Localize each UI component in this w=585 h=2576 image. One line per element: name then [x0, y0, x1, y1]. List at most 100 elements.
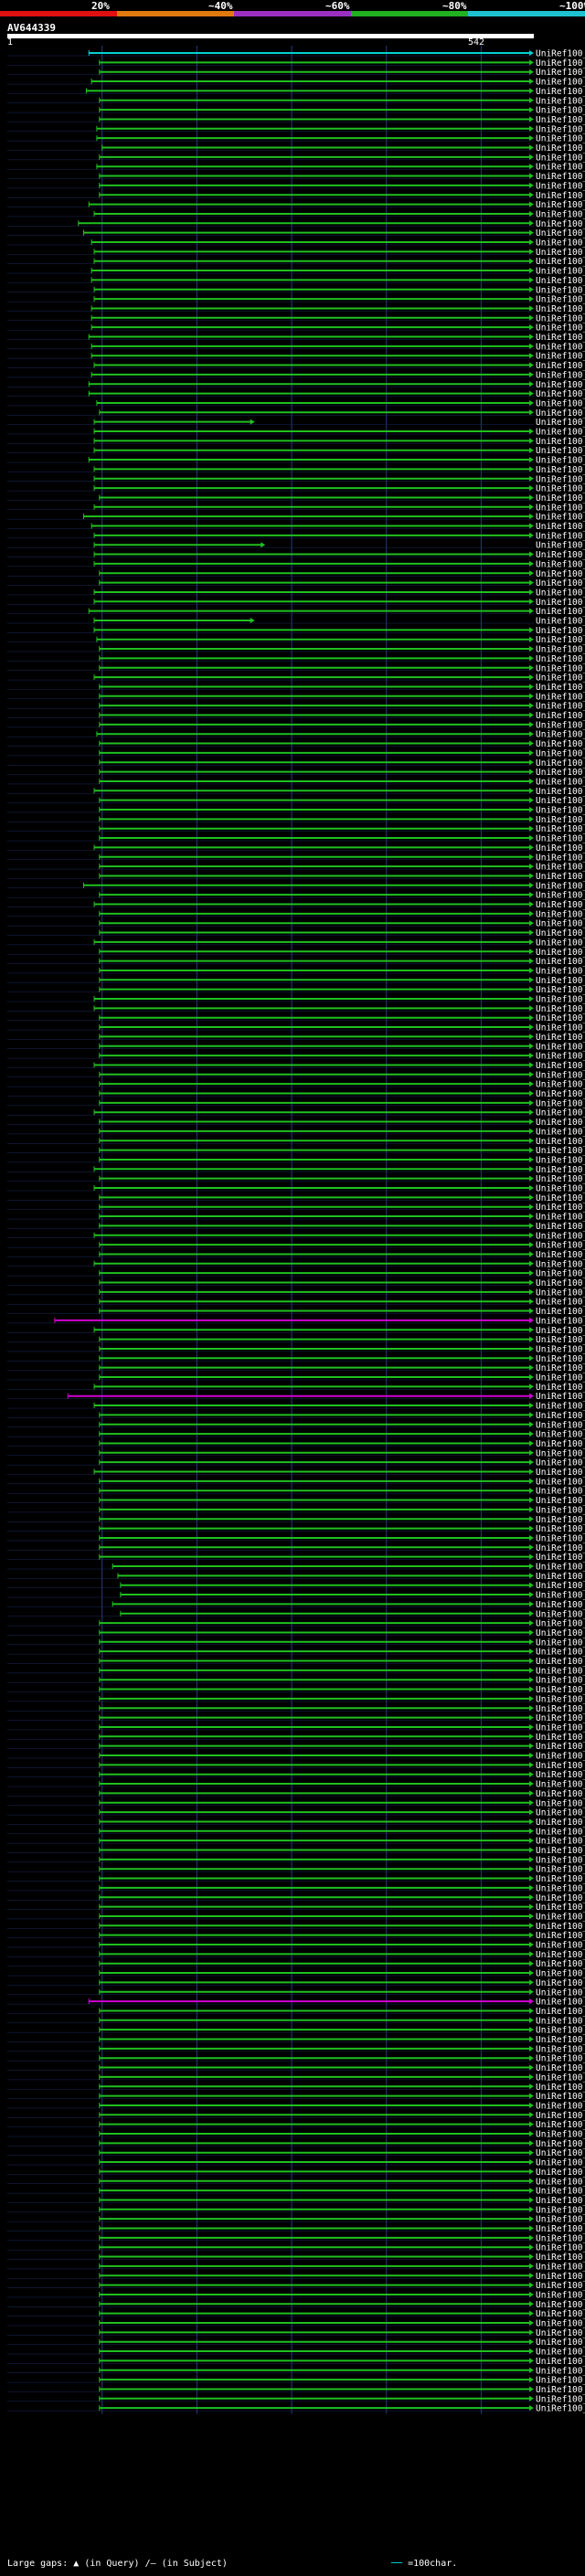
hit-label: UniRef100_A3NCY0	[536, 1222, 585, 1232]
hit-label: UniRef100_Q21DV8	[536, 1978, 585, 1988]
hit-label: UniRef100_UP1000...	[536, 1004, 585, 1014]
hit-end-arrow	[529, 816, 534, 822]
hit-end-arrow	[529, 1043, 534, 1049]
hit-label: UniRef100_Q0U6U3	[536, 124, 585, 134]
hit-end-arrow	[529, 447, 534, 453]
hit-end-arrow	[529, 1525, 534, 1532]
hit-label: UniRef100_UP1000...	[536, 1458, 585, 1468]
hit-end-arrow	[529, 2244, 534, 2251]
hit-label: UniRef100_Q2HG02	[536, 1846, 585, 1856]
hit-end-arrow	[529, 1951, 534, 1957]
hit-end-arrow	[529, 1288, 534, 1295]
hit-label: UniRef100_A1R3R1	[536, 683, 585, 693]
hit-label: UniRef100_A0JSS1	[536, 739, 585, 749]
hit-label: UniRef100_A4RR95	[536, 200, 585, 210]
hit-end-arrow	[529, 390, 534, 397]
hit-end-arrow	[529, 938, 534, 945]
scale-label: ~60%	[325, 0, 350, 12]
hit-end-arrow	[529, 1762, 534, 1768]
hit-end-arrow	[529, 1156, 534, 1162]
hit-label: UniRef100_C2TQH7	[536, 2243, 585, 2253]
hit-end-arrow	[529, 1431, 534, 1437]
hit-label: UniRef100_C5NZM9	[536, 437, 585, 447]
hit-end-arrow	[250, 419, 255, 425]
scale-label: 20%	[91, 0, 110, 12]
hit-end-arrow	[529, 1884, 534, 1891]
hit-label: UniRef100_C7MAA7	[536, 2120, 585, 2130]
hit-label: UniRef100_A2VXD8	[536, 1278, 585, 1288]
hit-label: UniRef100_UP1000...	[536, 333, 585, 343]
hit-label: UniRef100_B5I9J1	[536, 2130, 585, 2140]
hit-label: UniRef100_C4GZ93	[536, 408, 585, 419]
hit-end-arrow	[529, 201, 534, 207]
hit-label: UniRef100_C8V1E0	[536, 58, 585, 69]
hit-label: UniRef100_C2TU74	[536, 2187, 585, 2197]
query-start: 1	[7, 37, 14, 48]
hit-label: UniRef100_B8GB18	[536, 323, 585, 334]
query-gap-icon: ▲	[73, 2559, 80, 2569]
hit-label: UniRef100_A6S8Q7	[536, 295, 585, 305]
hit-label: UniRef100_C4GQN2	[536, 2158, 585, 2168]
query-bar	[7, 34, 534, 38]
hit-label: UniRef100_B6Q490	[536, 239, 585, 249]
hit-end-arrow	[529, 2348, 534, 2355]
hit-end-arrow	[529, 1166, 534, 1172]
hit-label: UniRef100_A6R626	[536, 248, 585, 258]
hit-label: UniRef100_C3UGV6	[536, 2177, 585, 2187]
hit-label: UniRef100_C4C1M5	[536, 569, 585, 579]
hit-end-arrow	[529, 1203, 534, 1210]
hit-label: UniRef100_C9YNE1	[536, 2404, 585, 2414]
hit-label: UniRef100_A5VXV6	[536, 1950, 585, 1960]
hit-label: UniRef100_Q1LNK3	[536, 1543, 585, 1553]
hit-end-arrow	[529, 220, 534, 227]
hit-label: UniRef100_C5C8D8	[536, 1326, 585, 1336]
hit-label: UniRef100_Q6LPW4	[536, 2016, 585, 2026]
hit-label: UniRef100_B4R4M3	[536, 843, 585, 853]
hit-label: UniRef100_Q0CPY0	[536, 115, 585, 125]
hit-end-arrow	[529, 1299, 534, 1305]
hit-end-arrow	[529, 1403, 534, 1409]
hit-label: UniRef100_A8PX66	[536, 163, 585, 173]
hit-label: UniRef100_Q0UL16	[536, 398, 585, 408]
hit-label: UniRef100_Q0Z2L4	[536, 588, 585, 598]
hit-end-arrow	[529, 2159, 534, 2166]
hit-label: UniRef100_UP1000...	[536, 1855, 585, 1865]
hit-end-arrow	[529, 1308, 534, 1314]
hit-label: UniRef100_Q4Q5B6	[536, 2148, 585, 2158]
hit-label: UniRef100_C4NN32	[536, 228, 585, 239]
hit-label: UniRef100_Q4MPI6	[536, 1818, 585, 1828]
hit-end-arrow	[529, 1449, 534, 1456]
hit-label: UniRef100_C5GQC3	[536, 172, 585, 182]
hit-label: UniRef100_Q8VM9R	[536, 2281, 585, 2291]
hit-label: UniRef100_Q7NRX1	[536, 730, 585, 740]
hit-end-arrow	[529, 1223, 534, 1229]
hit-label: UniRef100_Q2JDN6	[536, 1165, 585, 1175]
hit-end-arrow	[529, 399, 534, 406]
hit-label: UniRef100_A3RAW7	[536, 1912, 585, 1922]
hit-end-arrow	[529, 2358, 534, 2364]
hit-label: UniRef100_B7KZD4	[536, 1798, 585, 1808]
hit-end-arrow	[529, 1610, 534, 1617]
hit-end-arrow	[529, 1090, 534, 1097]
hit-end-arrow	[529, 731, 534, 737]
hit-label: UniRef100_UP1000...	[536, 966, 585, 976]
hit-label: UniRef100_Q0CZ37	[536, 1988, 585, 1998]
hit-end-arrow	[529, 1677, 534, 1683]
hit-label: UniRef100_A6S2D5	[536, 1363, 585, 1373]
hit-label: UniRef100_C3QFF2	[536, 1770, 585, 1780]
hit-label: UniRef100_C3JQY9	[536, 1694, 585, 1704]
hit-label: UniRef100_UP1000...	[536, 900, 585, 910]
hit-label: UniRef100_B6J1V1	[536, 1477, 585, 1487]
hit-end-arrow	[529, 986, 534, 992]
hit-end-arrow	[529, 116, 534, 122]
hit-end-arrow	[529, 1336, 534, 1342]
hit-end-arrow	[529, 2102, 534, 2108]
hit-end-arrow	[529, 788, 534, 794]
hit-label: UniRef100_C3UL55	[536, 1998, 585, 2008]
hit-label: UniRef100_B9WRH4	[536, 1184, 585, 1194]
hit-label: UniRef100_Q13X81	[536, 1070, 585, 1080]
hit-label: UniRef100_B7NJA4	[536, 1704, 585, 1714]
hit-end-arrow	[529, 154, 534, 160]
hit-label: UniRef100_Q5DHT7	[536, 1259, 585, 1269]
hit-end-arrow	[529, 50, 534, 56]
